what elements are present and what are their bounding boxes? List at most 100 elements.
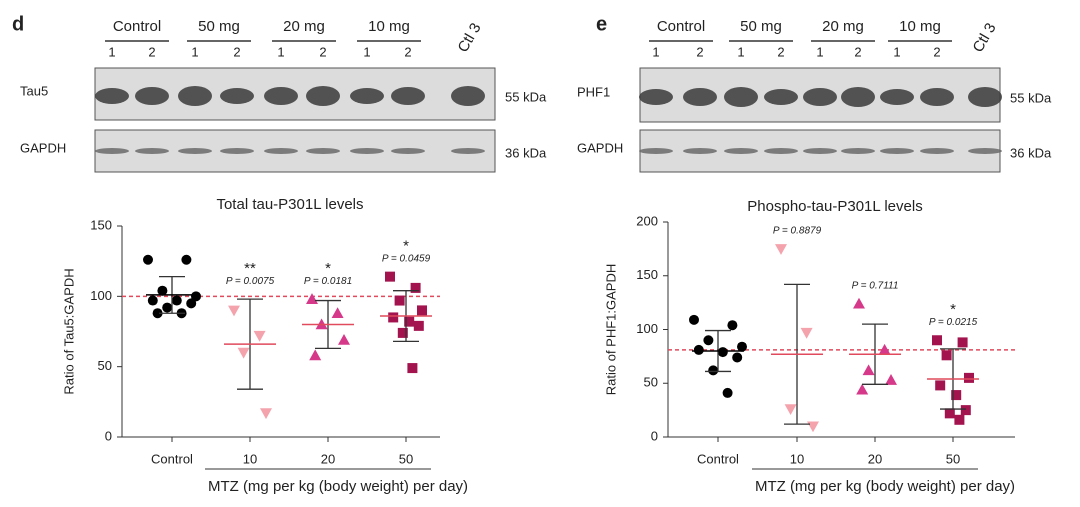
- lane-label: 2: [233, 44, 240, 59]
- point: [171, 295, 182, 306]
- lane-label: 1: [737, 44, 744, 59]
- band: [880, 89, 914, 105]
- significance-stars: *: [950, 301, 956, 318]
- p-value: P = 0.0181: [304, 276, 352, 287]
- kda-label: 36 kDa: [505, 145, 547, 160]
- y-tick-label: 200: [636, 213, 658, 228]
- point: [800, 327, 813, 339]
- panel-letter: e: [596, 13, 607, 35]
- point: [727, 320, 738, 331]
- significance-stars: *: [403, 238, 409, 255]
- lane-label: 2: [933, 44, 940, 59]
- point: [309, 349, 322, 361]
- row-label: PHF1: [577, 84, 610, 99]
- lane-label: 2: [404, 44, 411, 59]
- y-tick-label: 100: [636, 321, 658, 336]
- kda-label: 55 kDa: [505, 89, 547, 104]
- point: [737, 341, 747, 352]
- point: [960, 405, 971, 416]
- point: [186, 298, 197, 309]
- point: [932, 335, 942, 346]
- x-axis-label: MTZ (mg per kg (body weight) per day): [208, 478, 468, 495]
- lane-label: 1: [108, 44, 115, 59]
- point: [397, 327, 408, 338]
- point: [708, 365, 719, 376]
- band: [451, 86, 485, 106]
- lane-label: 1: [652, 44, 659, 59]
- point: [957, 337, 968, 348]
- band: [220, 148, 254, 154]
- y-tick-label: 150: [90, 217, 112, 232]
- lane-label: 1: [277, 44, 284, 59]
- band: [306, 86, 340, 106]
- p-value: P = 0.0459: [382, 253, 431, 264]
- panel-letter: d: [12, 13, 24, 35]
- x-tick-label: Control: [151, 451, 193, 466]
- lane-label: 2: [777, 44, 784, 59]
- y-tick-label: 150: [636, 267, 658, 282]
- point: [807, 421, 819, 433]
- row-label: GAPDH: [577, 140, 623, 155]
- point: [784, 404, 797, 416]
- kda-label: 36 kDa: [1010, 145, 1052, 160]
- band: [135, 87, 169, 105]
- row-label: GAPDH: [20, 140, 66, 155]
- point: [878, 343, 891, 355]
- y-tick-label: 0: [651, 428, 658, 443]
- band: [841, 87, 875, 107]
- band: [920, 148, 954, 154]
- lane-label: 2: [148, 44, 155, 59]
- y-axis-label: Ratio of PHF1:GAPDH: [603, 264, 618, 396]
- lane-group-label: 50 mg: [740, 18, 782, 35]
- band: [135, 148, 169, 154]
- x-tick-label: Control: [697, 451, 739, 466]
- point: [191, 291, 201, 302]
- point: [941, 350, 952, 361]
- lane-group-label: 10 mg: [368, 18, 410, 35]
- band: [220, 88, 254, 104]
- point: [417, 305, 427, 316]
- lane-label: 2: [319, 44, 326, 59]
- point: [181, 254, 192, 265]
- point: [935, 380, 946, 391]
- band: [451, 148, 485, 154]
- band: [841, 148, 875, 154]
- band: [920, 88, 954, 106]
- y-tick-label: 0: [105, 428, 112, 443]
- y-axis-label: Ratio of Tau5:GAPDH: [61, 268, 76, 394]
- point: [394, 295, 405, 306]
- chart-title: Total tau-P301L levels: [216, 196, 363, 213]
- lane-group-label: 20 mg: [283, 18, 325, 35]
- band: [968, 87, 1002, 107]
- p-value: P = 0.0215: [929, 317, 978, 328]
- x-tick-label: 10: [790, 451, 804, 466]
- point: [689, 314, 699, 325]
- x-tick-label: 20: [868, 451, 882, 466]
- point: [410, 282, 421, 293]
- point: [951, 390, 962, 401]
- y-tick-label: 50: [98, 358, 112, 373]
- band: [724, 87, 758, 107]
- point: [306, 293, 318, 304]
- band: [683, 148, 717, 154]
- point: [228, 305, 240, 317]
- point: [722, 387, 733, 398]
- row-label: Tau5: [20, 83, 48, 98]
- point: [413, 320, 424, 331]
- kda-label: 55 kDa: [1010, 90, 1052, 105]
- band: [264, 87, 298, 105]
- x-tick-label: 10: [243, 451, 257, 466]
- point: [162, 302, 173, 313]
- point: [143, 254, 153, 265]
- y-tick-label: 100: [90, 288, 112, 303]
- point: [407, 363, 418, 374]
- point: [885, 374, 897, 385]
- x-tick-label: 50: [399, 451, 413, 466]
- point: [856, 383, 869, 395]
- p-value: P = 0.0075: [226, 276, 275, 287]
- point: [944, 408, 955, 419]
- x-tick-label: 50: [946, 451, 960, 466]
- point: [260, 408, 272, 420]
- point: [964, 372, 974, 383]
- band: [350, 148, 384, 154]
